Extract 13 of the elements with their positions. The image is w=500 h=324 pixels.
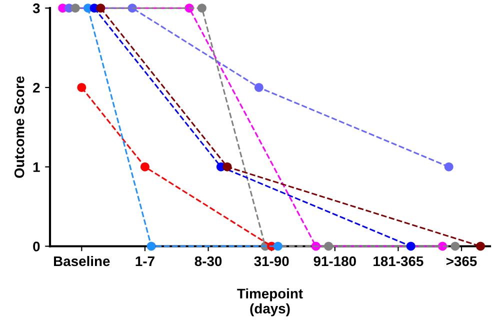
x-axis-title: Timepoint (days) (237, 288, 303, 316)
x-tick-label: Baseline (54, 256, 110, 266)
x-tick-label: 31-90 (254, 256, 289, 266)
y-tick-label: 3 (32, 3, 40, 14)
y-axis-title: Outcome Score (14, 76, 24, 178)
x-tick-label: 8-30 (194, 256, 222, 266)
x-tick-label: 91-180 (314, 256, 356, 266)
x-tick-label: 1-7 (136, 256, 154, 266)
y-tick-label: 0 (33, 242, 40, 252)
x-tick-label: 181-365 (374, 256, 424, 266)
y-tick-label: 1 (33, 162, 40, 172)
x-tick-label: >365 (446, 256, 477, 266)
y-tick-label: 2 (33, 82, 40, 93)
